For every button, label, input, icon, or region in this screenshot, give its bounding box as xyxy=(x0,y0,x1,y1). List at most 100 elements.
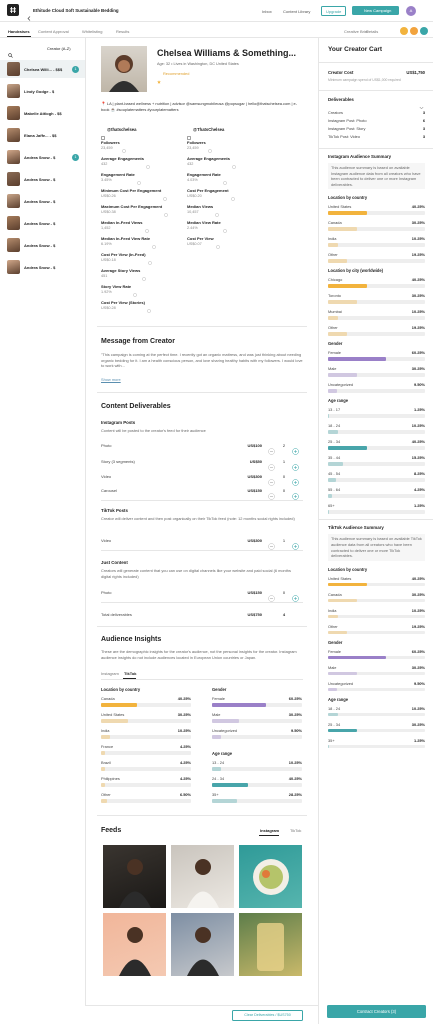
creator-avatar xyxy=(7,106,20,120)
info-icon[interactable] xyxy=(152,236,156,249)
divider xyxy=(97,326,307,327)
stat-row: 55 - 64 4.25% xyxy=(328,487,425,493)
stat-name: 25 - 34 xyxy=(328,439,341,445)
stat-name: Uncategorized xyxy=(328,680,354,686)
item-qty: 1 xyxy=(282,538,286,543)
feed-tab[interactable]: Instagram xyxy=(260,828,280,833)
summary-title[interactable]: TikTok Audience Summary xyxy=(328,525,384,531)
tab[interactable]: Whitelisting xyxy=(82,29,103,34)
creator-name[interactable]: Andrea Snow - $ xyxy=(24,199,56,204)
nav-link[interactable]: Inbox xyxy=(262,8,272,14)
feed-tab[interactable]: TikTok xyxy=(290,828,302,833)
info-icon[interactable] xyxy=(133,284,137,297)
creator-name[interactable]: Elana Jaffe... - $$ xyxy=(24,133,57,138)
minus-button[interactable] xyxy=(268,458,275,471)
stat-label: Cost Per Engagement xyxy=(187,188,229,193)
nav-link[interactable]: Content Library xyxy=(283,8,311,14)
campaign-title: Ethitude Cloud Soft Sustainable Bedding xyxy=(33,8,119,13)
plus-button[interactable] xyxy=(292,487,299,500)
creator-name[interactable]: Andrea Snow - $ xyxy=(24,221,56,226)
minus-button[interactable] xyxy=(268,487,275,500)
stat-row: 25 - 34 30.25% xyxy=(328,722,425,728)
info-icon[interactable] xyxy=(232,156,236,169)
creator-name[interactable]: Lindy Godge - $ xyxy=(24,89,55,94)
stat-percent: 19.25% xyxy=(411,252,425,258)
cost-value: US$1,750 xyxy=(406,70,425,75)
tab[interactable]: Handraises xyxy=(8,29,30,34)
feed-image[interactable] xyxy=(171,845,234,908)
info-icon[interactable] xyxy=(223,172,227,185)
search-icon[interactable] xyxy=(8,45,13,58)
info-icon[interactable] xyxy=(163,188,167,201)
info-icon[interactable] xyxy=(148,252,152,265)
minus-button[interactable] xyxy=(268,473,275,486)
creator-name[interactable]: Chelsea Willi... - $$$ xyxy=(24,67,63,72)
feed-image[interactable] xyxy=(103,913,166,976)
creator-name[interactable]: Andrea Snow - $ xyxy=(24,177,56,182)
stat-row: 35 - 44 15.25% xyxy=(328,455,425,461)
stat-percent: 15.25% xyxy=(411,455,425,461)
back-icon[interactable] xyxy=(27,8,31,21)
feed-image[interactable] xyxy=(239,913,302,976)
audience-tab[interactable]: Instagram xyxy=(101,671,119,676)
stat-percent: 10.25% xyxy=(411,423,425,429)
creator-name[interactable]: Mabelle Attlogh - $$ xyxy=(24,111,62,116)
contract-button[interactable]: Contract Creators (3) xyxy=(327,1005,426,1018)
plus-button[interactable] xyxy=(292,442,299,455)
creator-name[interactable]: Andrea Snow - $ xyxy=(24,155,56,160)
bar xyxy=(101,719,129,723)
item-name: Video xyxy=(101,538,112,543)
deliverable-name: TikTok Post: Video xyxy=(328,134,361,139)
info-icon[interactable] xyxy=(122,140,126,153)
minus-button[interactable] xyxy=(268,589,275,602)
minus-button[interactable] xyxy=(268,442,275,455)
divider xyxy=(318,38,319,1024)
info-icon[interactable] xyxy=(147,300,151,313)
feed-image[interactable] xyxy=(103,845,166,908)
bar-track xyxy=(101,767,191,771)
upgrade-button[interactable]: Upgrade xyxy=(321,6,347,16)
bar xyxy=(328,316,338,320)
plus-button[interactable] xyxy=(292,473,299,486)
info-icon[interactable] xyxy=(215,204,219,217)
feed-image[interactable] xyxy=(171,913,234,976)
info-icon[interactable] xyxy=(146,156,150,169)
show-more[interactable]: Show more xyxy=(101,377,121,382)
stat-value: 23,459 xyxy=(187,146,199,150)
creator-name[interactable]: Andrea Snow - $ xyxy=(24,265,56,270)
plus-button[interactable] xyxy=(292,537,299,550)
new-campaign-button[interactable]: New Campaign xyxy=(352,6,399,15)
deliverable-name: Creators xyxy=(328,110,343,115)
info-icon[interactable] xyxy=(231,188,235,201)
tab[interactable]: Details xyxy=(366,29,379,34)
section-title[interactable]: Deliverables xyxy=(328,97,354,102)
info-icon[interactable] xyxy=(164,204,168,217)
tab[interactable]: Content Approval xyxy=(38,29,69,34)
tab[interactable]: Creative Brief xyxy=(344,29,369,34)
clear-deliverables-button[interactable]: Clear Deliverables / $US750 xyxy=(232,1010,303,1021)
minimum-note: Minimum campaign spend of US$1,000 requi… xyxy=(328,78,401,82)
sort-select[interactable]: Creator (A-Z) xyxy=(47,45,71,51)
info-icon[interactable] xyxy=(137,172,141,185)
info-icon[interactable] xyxy=(208,140,212,153)
minus-button[interactable] xyxy=(268,537,275,550)
info-icon[interactable] xyxy=(142,268,146,281)
info-icon[interactable] xyxy=(216,236,220,249)
plus-button[interactable] xyxy=(292,458,299,471)
bar xyxy=(101,799,107,803)
stat-value: 6.19% xyxy=(101,242,112,246)
deliverable-name: Instagram Post: Photo xyxy=(328,118,367,123)
plus-button[interactable] xyxy=(292,589,299,602)
bar xyxy=(212,799,238,803)
logo[interactable] xyxy=(7,4,19,16)
info-icon[interactable] xyxy=(223,220,227,233)
avatar[interactable]: A xyxy=(406,5,416,16)
audience-tab[interactable]: TikTok xyxy=(124,671,137,676)
info-icon[interactable] xyxy=(145,220,149,233)
feed-image[interactable] xyxy=(239,845,302,908)
tab[interactable]: Results xyxy=(116,29,130,34)
summary-title[interactable]: Instagram Audience Summary xyxy=(328,154,392,159)
stat-value: 432 xyxy=(187,162,194,166)
bar-track xyxy=(328,510,425,514)
creator-name[interactable]: Andrea Snow - $ xyxy=(24,243,56,248)
